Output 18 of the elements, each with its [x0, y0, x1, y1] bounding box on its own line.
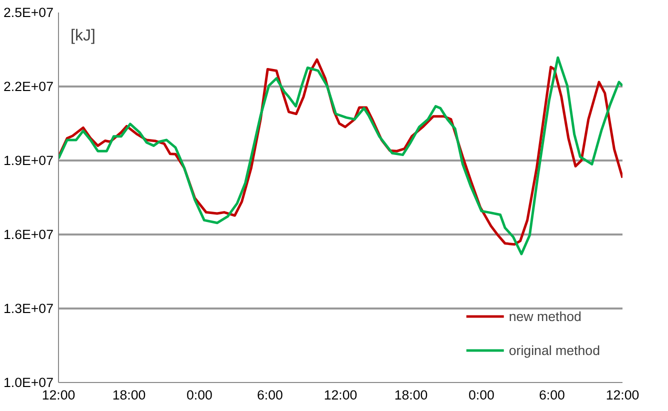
x-tick-label: 12:00 — [606, 388, 640, 402]
y-tick-label: 1.9E+07 — [3, 153, 54, 168]
y-tick-label: 1.6E+07 — [3, 227, 54, 242]
x-tick-label: 6:00 — [257, 388, 283, 402]
annotation: [kJ] — [70, 28, 96, 44]
y-tick-label: 1.3E+07 — [3, 301, 54, 316]
x-tick-label: 12:00 — [324, 388, 358, 402]
x-tick-label: 6:00 — [539, 388, 565, 402]
y-tick-label: 2.5E+07 — [3, 5, 54, 20]
legend-label: original method — [508, 342, 600, 358]
y-tick-label: 2.2E+07 — [3, 79, 54, 94]
x-tick-label: 0:00 — [186, 388, 212, 402]
x-tick-label: 18:00 — [394, 388, 428, 402]
y-tick-label: 1.0E+07 — [3, 375, 54, 390]
x-tick-label: 0:00 — [468, 388, 494, 402]
legend-label: new method — [508, 308, 582, 324]
x-tick-label: 18:00 — [112, 388, 146, 402]
x-tick-label: 12:00 — [42, 388, 76, 402]
